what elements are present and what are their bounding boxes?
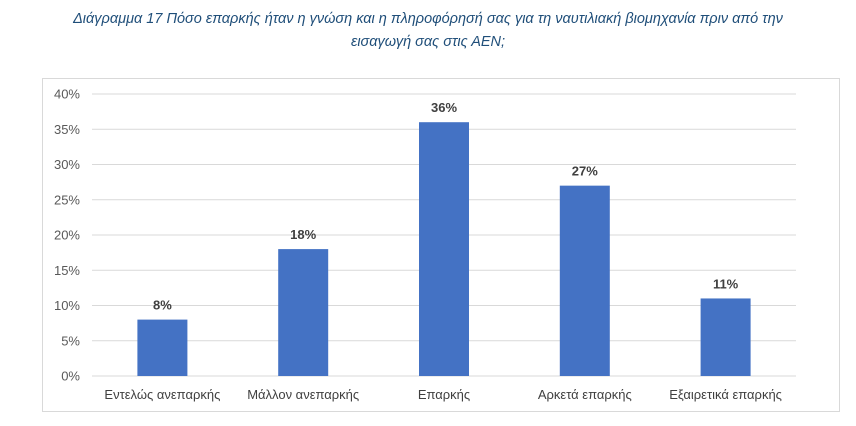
category-label: Εντελώς ανεπαρκής	[104, 387, 220, 402]
chart-caption: Διάγραμμα 17 Πόσο επαρκής ήταν η γνώση κ…	[0, 8, 856, 54]
category-label: Μάλλον ανεπαρκής	[247, 387, 359, 402]
y-tick-label: 25%	[54, 192, 80, 207]
bar	[559, 185, 610, 376]
y-tick-label: 40%	[54, 87, 80, 102]
caption-line-1: Διάγραμμα 17 Πόσο επαρκής ήταν η γνώση κ…	[73, 11, 783, 27]
y-tick-label: 30%	[54, 157, 80, 172]
data-label: 11%	[713, 276, 739, 291]
bar	[419, 122, 469, 376]
category-label: Αρκετά επαρκής	[538, 387, 632, 402]
y-tick-label: 35%	[54, 122, 80, 137]
data-label: 27%	[572, 164, 598, 179]
category-label: Επαρκής	[418, 387, 470, 402]
y-tick-label: 15%	[54, 263, 80, 278]
y-tick-label: 5%	[61, 333, 80, 348]
data-label: 36%	[431, 100, 457, 115]
caption-line-2: εισαγωγή σας στις ΑΕΝ;	[350, 34, 506, 50]
category-label: Εξαιρετικά επαρκής	[669, 387, 782, 402]
data-label: 18%	[290, 227, 316, 242]
data-label: 8%	[153, 298, 172, 313]
bar	[700, 298, 751, 376]
y-tick-label: 10%	[54, 298, 80, 313]
bar	[137, 319, 188, 376]
bar	[278, 249, 329, 376]
y-tick-label: 20%	[54, 228, 80, 243]
y-tick-label: 0%	[61, 369, 80, 384]
